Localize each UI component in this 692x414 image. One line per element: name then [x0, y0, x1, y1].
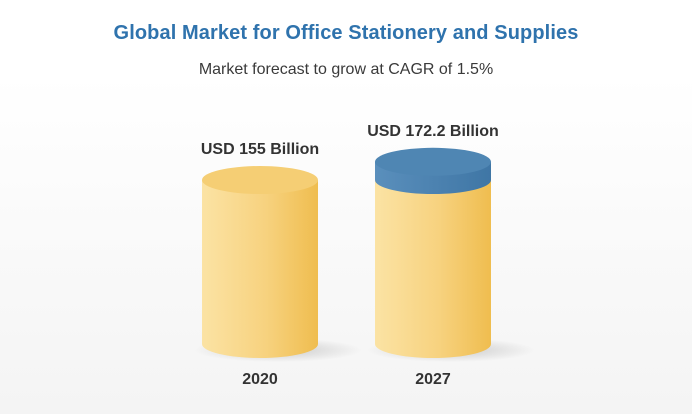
- growth-cap-top-2027: [375, 147, 491, 176]
- data-label-2027: USD 172.2 Billion: [367, 123, 499, 140]
- cylinder-body-2027: [375, 180, 491, 358]
- chart-title: Global Market for Office Stationery and …: [113, 22, 579, 44]
- cylinder-top-2020: [202, 166, 318, 195]
- category-label-2020: 2020: [242, 371, 278, 388]
- category-label-2027: 2027: [415, 371, 451, 388]
- chart-subtitle: Market forecast to grow at CAGR of 1.5%: [198, 61, 494, 78]
- data-label-2020: USD 155 Billion: [201, 141, 319, 158]
- cylinder-body-2020: [202, 180, 318, 358]
